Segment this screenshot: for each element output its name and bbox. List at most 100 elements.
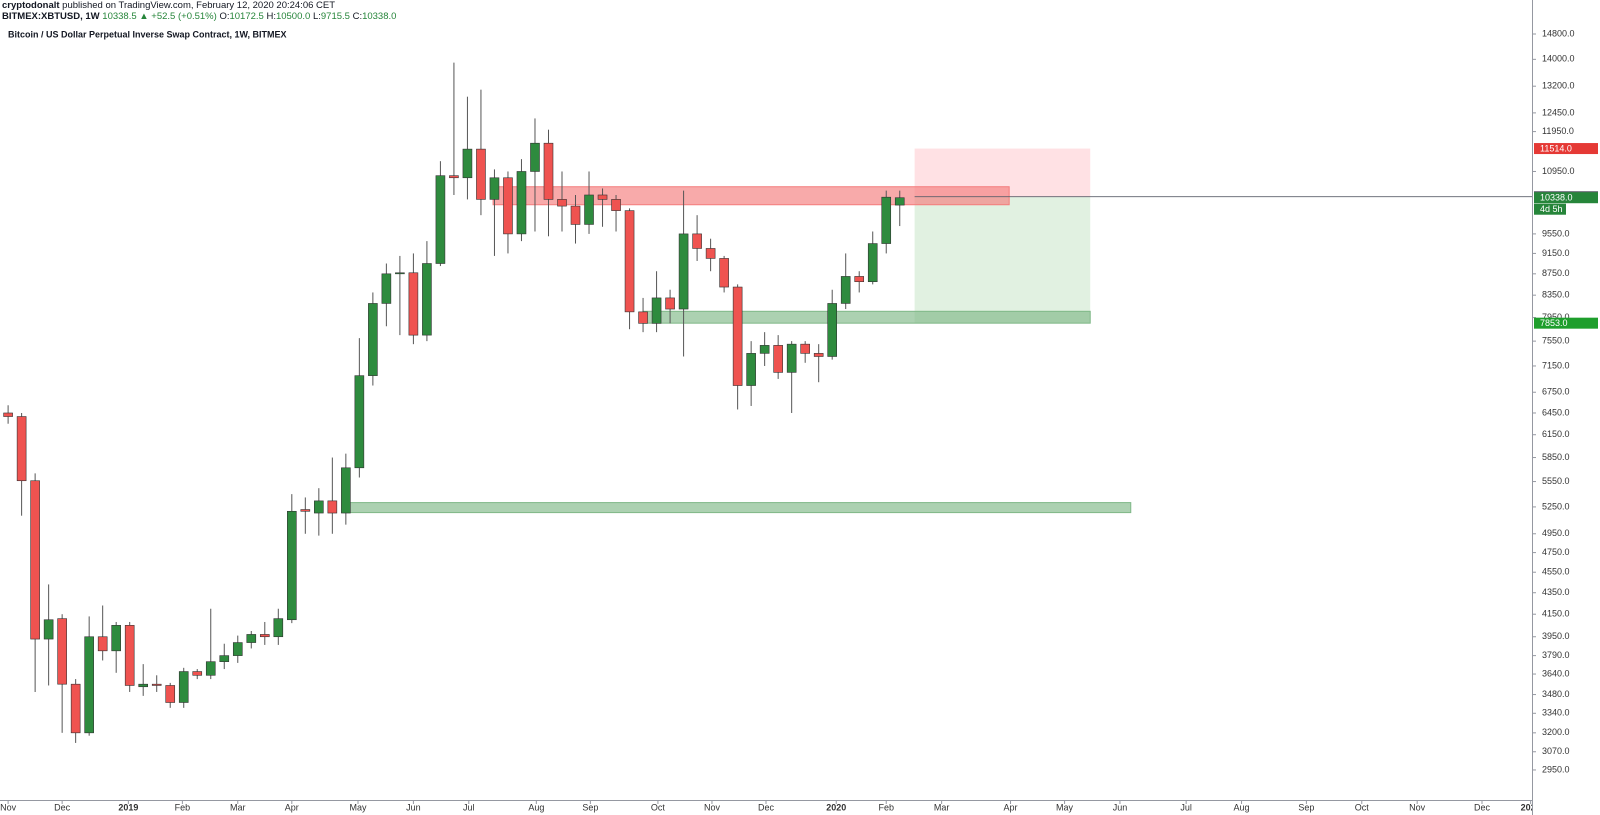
- y-tick-label: 7550.0: [1542, 336, 1570, 346]
- candle-body: [300, 509, 311, 512]
- y-tick-label: 10950.0: [1542, 166, 1575, 176]
- price-label-box: [1534, 317, 1598, 329]
- candle-body: [665, 297, 675, 310]
- candle-body: [219, 655, 230, 662]
- y-tick-label: 3790.0: [1542, 650, 1570, 660]
- x-tick-label: Mar: [230, 802, 246, 812]
- price-label: 11514.0: [1540, 143, 1572, 153]
- candle-body: [287, 510, 297, 621]
- y-tick-label: 9550.0: [1542, 228, 1570, 238]
- x-tick-label: Dec: [1474, 802, 1491, 812]
- x-tick-label: Sep: [1298, 802, 1314, 812]
- candle-body: [43, 619, 54, 640]
- y-tick-label: 3340.0: [1542, 708, 1570, 718]
- candle-body: [70, 683, 81, 734]
- candle-body: [57, 618, 67, 685]
- price-label: 7853.0: [1540, 318, 1568, 328]
- y-tick-label: 5550.0: [1542, 476, 1570, 486]
- candle-body: [246, 634, 257, 643]
- y-tick-label: 5850.0: [1542, 452, 1570, 462]
- candle-body: [151, 683, 162, 686]
- candle-body: [124, 625, 135, 686]
- x-tick-label: Jun: [406, 802, 421, 812]
- x-tick-label: May: [1056, 802, 1074, 812]
- y-tick-label: 12450.0: [1542, 107, 1575, 117]
- candle-body: [16, 416, 27, 482]
- candle-body: [624, 210, 635, 313]
- y-tick-label: 4350.0: [1542, 587, 1570, 597]
- x-tick-label: Oct: [651, 802, 666, 812]
- change: ▲ +52.5 (+0.51%): [139, 11, 217, 22]
- x-tick-label: Nov: [0, 802, 17, 812]
- candle-body: [827, 303, 837, 357]
- y-tick-label: 3950.0: [1542, 631, 1570, 641]
- y-tick-label: 4950.0: [1542, 528, 1570, 538]
- symbol: BITMEX:XBTUSD, 1W: [2, 11, 100, 22]
- candle-body: [273, 618, 284, 638]
- x-tick-label: Apr: [1004, 802, 1018, 812]
- zone: [642, 310, 1091, 324]
- candle-body: [381, 273, 392, 304]
- candle-body: [759, 345, 770, 354]
- ohlc-key: H:: [266, 11, 276, 22]
- y-tick-label: 4550.0: [1542, 567, 1570, 577]
- candle-body: [638, 311, 648, 324]
- quote-line: BITMEX:XBTUSD, 1W 10338.5 ▲ +52.5 (+0.51…: [2, 11, 396, 22]
- last-price: 10338.5: [102, 11, 137, 22]
- candle-body: [30, 480, 40, 640]
- y-tick-label: 3480.0: [1542, 689, 1570, 699]
- candle-body: [557, 199, 567, 207]
- plot-area: Nov Dec 2019 Feb Mar Apr May Jun Jul Aug Sep Oct Nov…: [0, 62, 1541, 812]
- candle-body: [651, 297, 662, 324]
- x-tick-label: Aug: [528, 802, 544, 812]
- ohlc-value: 9715.5: [320, 11, 350, 22]
- candle-body: [746, 353, 756, 386]
- candle-body: [570, 205, 581, 225]
- candle-body: [192, 671, 203, 676]
- candle-body: [530, 142, 540, 172]
- y-tick-label: 14800.0: [1542, 28, 1575, 38]
- candle-body: [786, 343, 797, 373]
- y-tick-label: 9150.0: [1542, 248, 1570, 258]
- candle-body: [503, 177, 513, 235]
- candle-body: [395, 272, 405, 275]
- target-area: [914, 196, 1091, 324]
- candle-body: [543, 142, 554, 200]
- price-label-box: [1534, 192, 1598, 204]
- candle-body: [476, 148, 486, 200]
- price-axis: 14800.0 14000.0 13200.0 12450.0 11950.0 10950…: [1532, 28, 1598, 774]
- candle-body: [462, 148, 473, 179]
- y-tick-label: 8750.0: [1542, 268, 1570, 278]
- x-tick-label: Sep: [582, 802, 598, 812]
- y-tick-label: 3200.0: [1542, 727, 1570, 737]
- y-tick-label: 4150.0: [1542, 609, 1570, 619]
- y-tick-label: 3070.0: [1542, 746, 1570, 756]
- candle-body: [205, 661, 216, 676]
- candle-body: [854, 276, 865, 283]
- y-tick-label: 6150.0: [1542, 429, 1570, 439]
- x-tick-label: 2021: [1521, 802, 1541, 812]
- candle-body: [354, 375, 365, 469]
- countdown: 4d 5h: [1540, 204, 1563, 214]
- price-label: 10338.0: [1540, 193, 1573, 203]
- candle-body: [368, 303, 378, 376]
- x-tick-label: Aug: [1234, 802, 1250, 812]
- x-tick-label: Mar: [934, 802, 950, 812]
- x-tick-label: Feb: [175, 802, 191, 812]
- x-tick-label: Jul: [463, 802, 475, 812]
- candle-body: [719, 258, 729, 288]
- author: cryptodonalt: [2, 0, 60, 11]
- published: published on TradingView.com, February 1…: [62, 0, 336, 11]
- x-tick-label: Jul: [1180, 802, 1192, 812]
- x-tick-label: May: [349, 802, 367, 812]
- ohlc-value: 10338.0: [362, 11, 397, 22]
- candle-body: [840, 276, 851, 304]
- candle-body: [435, 175, 446, 264]
- y-tick-label: 4750.0: [1542, 547, 1570, 557]
- ohlc-key: O:: [219, 11, 230, 22]
- candle-body: [178, 671, 189, 703]
- candle-body: [813, 353, 824, 357]
- y-tick-label: 7150.0: [1542, 360, 1570, 370]
- zone: [342, 502, 1132, 514]
- y-tick-label: 11950.0: [1542, 126, 1574, 136]
